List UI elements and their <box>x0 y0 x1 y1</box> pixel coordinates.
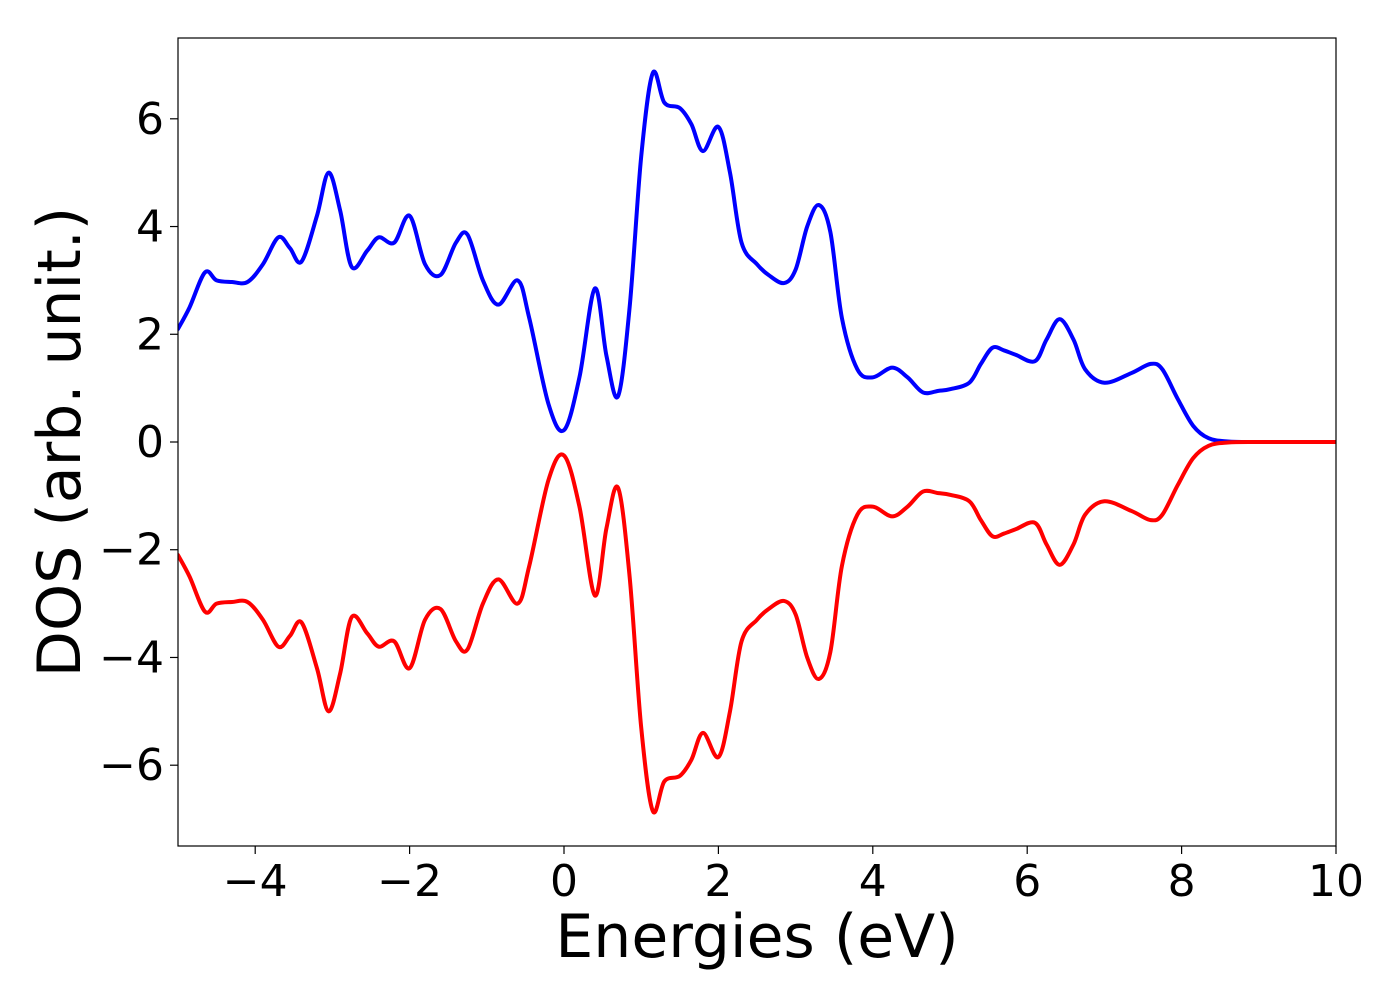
x-axis-title: Energies (eV) <box>555 902 958 972</box>
x-tick-label: 0 <box>550 856 578 907</box>
plot-area <box>178 38 1336 846</box>
y-tick-label: −2 <box>99 525 164 576</box>
series-layer <box>178 69 1336 815</box>
y-tick-label: 0 <box>136 417 164 468</box>
y-tick-label: 2 <box>136 309 164 360</box>
x-tick-label: −4 <box>223 856 288 907</box>
x-tick-label: 2 <box>704 856 732 907</box>
y-axis-title: DOS (arb. unit.) <box>25 207 95 677</box>
y-tick-label: −4 <box>99 632 164 683</box>
x-axis: −4 −2 0 2 4 6 8 10 <box>223 846 1364 907</box>
series-line-negative <box>178 439 1336 815</box>
y-axis: −6 −4 −2 0 2 4 6 <box>99 94 178 791</box>
y-tick-label: −6 <box>99 740 164 791</box>
x-tick-label: 8 <box>1168 856 1196 907</box>
series-line-positive <box>178 69 1336 445</box>
y-tick-label: 6 <box>136 94 164 145</box>
x-tick-label: 10 <box>1308 856 1364 907</box>
x-tick-label: −2 <box>377 856 442 907</box>
x-tick-label: 4 <box>859 856 887 907</box>
x-tick-label: 6 <box>1013 856 1041 907</box>
y-tick-label: 4 <box>136 202 164 253</box>
